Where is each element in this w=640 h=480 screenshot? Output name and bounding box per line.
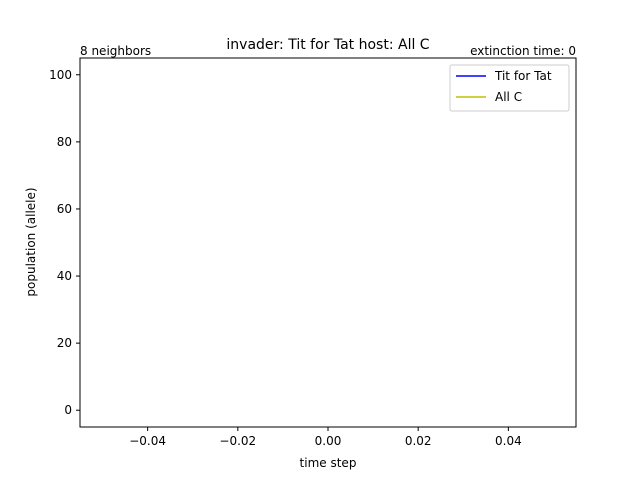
extinction-time-annotation: extinction time: 0 — [470, 44, 576, 58]
x-tick-label: 0.00 — [315, 434, 342, 448]
x-tick-label: −0.02 — [219, 434, 256, 448]
x-tick-label: 0.04 — [495, 434, 522, 448]
y-axis-label: population (allele) — [24, 187, 38, 296]
y-tick-label: 0 — [64, 403, 72, 417]
y-tick-label: 20 — [57, 336, 72, 350]
y-tick-label: 40 — [57, 269, 72, 283]
legend: Tit for Tat All C — [449, 64, 570, 112]
y-tick-label: 80 — [57, 135, 72, 149]
y-axis: 0 20 40 60 80 100 — [49, 68, 80, 417]
x-tick-label: −0.04 — [129, 434, 166, 448]
neighbors-annotation: 8 neighbors — [80, 44, 151, 58]
legend-label-tit-for-tat: Tit for Tat — [494, 69, 552, 83]
x-axis: −0.04 −0.02 0.00 0.02 0.04 — [129, 427, 522, 448]
y-tick-label: 60 — [57, 202, 72, 216]
legend-label-all-c: All C — [495, 90, 522, 104]
x-tick-label: 0.02 — [405, 434, 432, 448]
x-axis-label: time step — [300, 456, 357, 470]
y-tick-label: 100 — [49, 68, 72, 82]
chart-title: invader: Tit for Tat host: All C — [226, 37, 429, 53]
